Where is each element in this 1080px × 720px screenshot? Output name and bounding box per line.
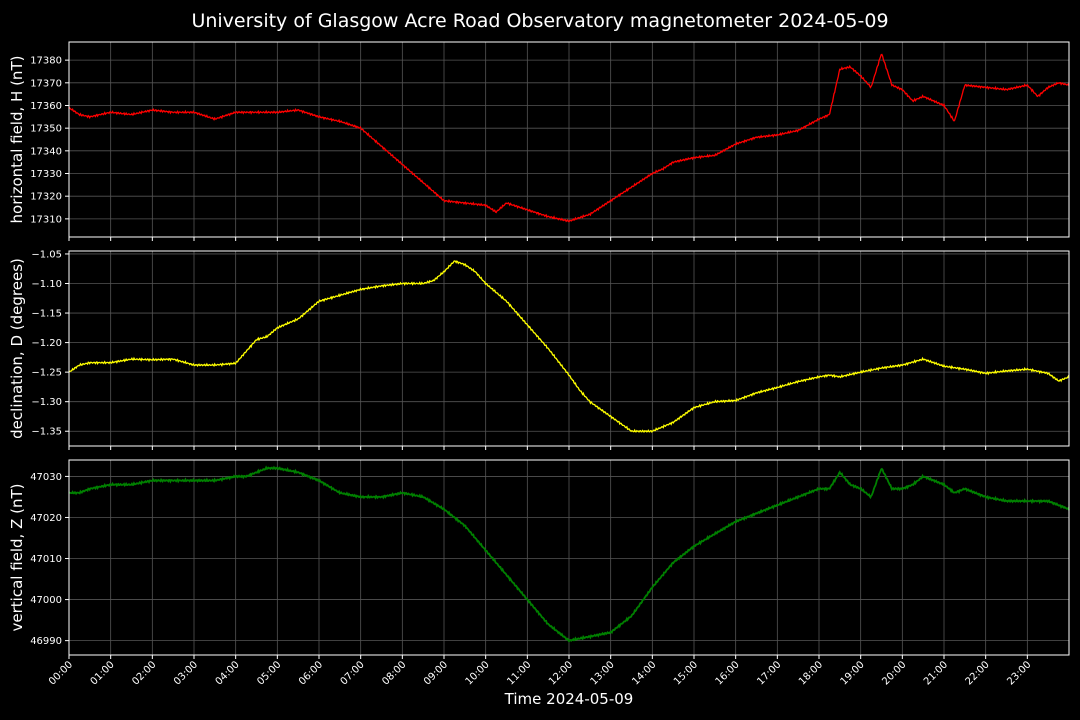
ylabel-z: vertical field, Z (nT) xyxy=(8,483,26,631)
xtick-label-19: 19:00 xyxy=(839,659,867,687)
xtick-label-18: 18:00 xyxy=(797,659,825,687)
xtick-label-9: 09:00 xyxy=(422,659,450,687)
ytick-label-z-2: 47010 xyxy=(30,554,62,565)
series-line-z xyxy=(68,465,1070,643)
xtick-label-2: 02:00 xyxy=(130,659,158,687)
xtick-label-12: 12:00 xyxy=(547,659,575,687)
xtick-label-0: 00:00 xyxy=(47,659,75,687)
ytick-label-d-4: −1.15 xyxy=(31,309,62,320)
ytick-label-d-3: −1.20 xyxy=(31,338,62,349)
ytick-label-d-6: −1.05 xyxy=(31,249,62,260)
xtick-label-10: 10:00 xyxy=(464,659,492,687)
chart-title: University of Glasgow Acre Road Observat… xyxy=(191,10,889,32)
ytick-label-h-7: 17380 xyxy=(30,56,62,67)
series-line-h xyxy=(68,53,1070,223)
ytick-label-h-1: 17320 xyxy=(30,192,62,203)
axes-frame-h xyxy=(68,41,1070,238)
x-axis-label: Time 2024-05-09 xyxy=(504,690,634,708)
ytick-label-d-0: −1.35 xyxy=(31,427,62,438)
xtick-label-4: 04:00 xyxy=(214,659,242,687)
xtick-label-11: 11:00 xyxy=(505,659,533,687)
ytick-label-h-0: 17310 xyxy=(30,214,62,225)
xtick-label-17: 17:00 xyxy=(755,659,783,687)
xtick-label-6: 06:00 xyxy=(297,659,325,687)
xtick-label-23: 23:00 xyxy=(1005,659,1033,687)
ytick-label-h-5: 17360 xyxy=(30,101,62,112)
ytick-label-d-1: −1.30 xyxy=(31,397,62,408)
axes-frame-z xyxy=(68,459,1070,656)
ytick-label-d-2: −1.25 xyxy=(31,368,62,379)
xtick-label-13: 13:00 xyxy=(589,659,617,687)
xtick-label-8: 08:00 xyxy=(380,659,408,687)
ytick-label-z-1: 47000 xyxy=(30,595,62,606)
ytick-label-h-4: 17350 xyxy=(30,124,62,135)
xtick-label-22: 22:00 xyxy=(964,659,992,687)
xtick-label-5: 05:00 xyxy=(255,659,283,687)
ylabel-d: declination, D (degrees) xyxy=(8,258,26,439)
xtick-label-21: 21:00 xyxy=(922,659,950,687)
xtick-label-7: 07:00 xyxy=(339,659,367,687)
ytick-label-h-2: 17330 xyxy=(30,169,62,180)
ytick-label-h-3: 17340 xyxy=(30,146,62,157)
xtick-label-3: 03:00 xyxy=(172,659,200,687)
xtick-label-1: 01:00 xyxy=(89,659,117,687)
ytick-label-d-5: −1.10 xyxy=(31,279,62,290)
series-line-d xyxy=(68,260,1070,434)
axes-frame-d xyxy=(68,250,1070,447)
xtick-label-16: 16:00 xyxy=(714,659,742,687)
ytick-label-z-4: 47030 xyxy=(30,472,62,483)
xtick-label-15: 15:00 xyxy=(672,659,700,687)
xtick-label-20: 20:00 xyxy=(880,659,908,687)
xtick-label-14: 14:00 xyxy=(630,659,658,687)
ytick-label-h-6: 17370 xyxy=(30,78,62,89)
ylabel-h: horizontal field, H (nT) xyxy=(8,56,26,224)
ytick-label-z-0: 46990 xyxy=(30,636,62,647)
ytick-label-z-3: 47020 xyxy=(30,513,62,524)
